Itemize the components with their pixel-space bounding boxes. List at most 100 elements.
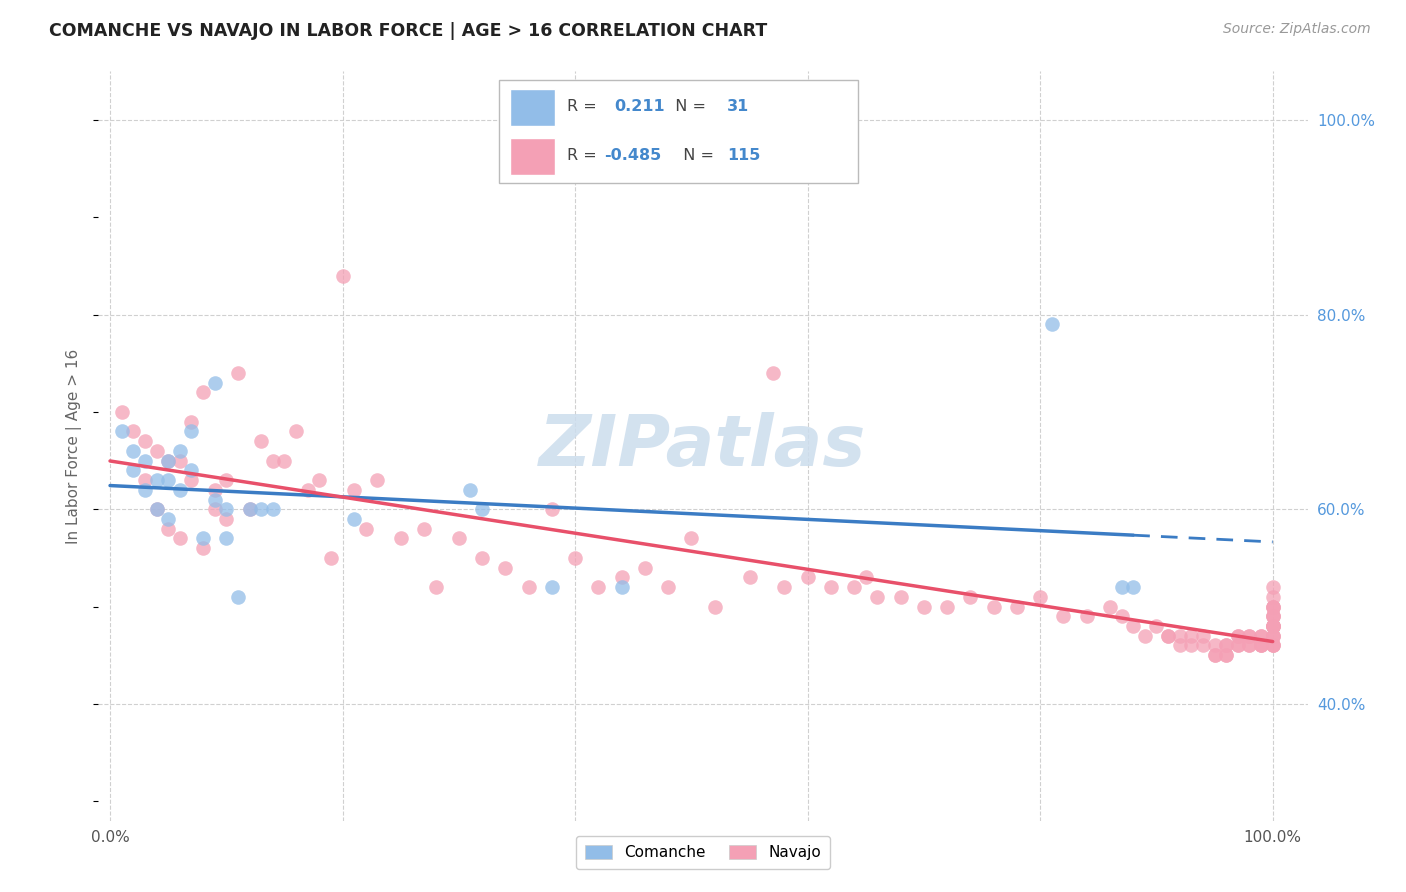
Point [134,453,156,467]
Point [1157,629,1180,643]
Point [226,590,249,604]
Point [169,443,191,458]
Point [215,532,238,546]
Point [471,502,494,516]
Point [1215,648,1237,663]
Text: Source: ZipAtlas.com: Source: ZipAtlas.com [1223,22,1371,37]
Point [471,550,494,565]
Point [1052,609,1074,624]
Point [191,541,214,556]
Text: 115: 115 [727,148,761,163]
Point [610,570,633,584]
Text: 0.211: 0.211 [614,99,665,114]
Point [890,590,912,604]
Point [1168,629,1191,643]
Point [215,473,238,487]
Point [1261,629,1284,643]
Point [1122,619,1144,633]
Point [157,453,180,467]
Point [332,268,354,283]
Point [936,599,959,614]
Point [588,580,610,594]
Point [297,483,319,497]
Point [111,405,134,419]
Point [1029,590,1052,604]
Point [273,453,295,467]
Point [1261,580,1284,594]
Point [180,425,202,439]
Point [564,550,586,565]
Point [319,550,342,565]
Point [226,366,249,380]
Point [1215,648,1237,663]
Text: COMANCHE VS NAVAJO IN LABOR FORCE | AGE > 16 CORRELATION CHART: COMANCHE VS NAVAJO IN LABOR FORCE | AGE … [49,22,768,40]
Text: N =: N = [665,99,716,114]
Point [1111,580,1133,594]
Point [1204,648,1226,663]
Point [1168,639,1191,653]
Point [983,599,1005,614]
Point [762,366,785,380]
Point [855,570,877,584]
Point [1239,629,1261,643]
Point [1239,629,1261,643]
Point [912,599,935,614]
Text: -0.485: -0.485 [605,148,662,163]
Point [204,502,226,516]
Point [1180,639,1202,653]
Point [1250,639,1272,653]
Point [169,532,191,546]
Point [157,453,180,467]
Point [1215,639,1237,653]
Point [308,473,330,487]
Point [413,522,436,536]
Point [866,590,889,604]
Point [1192,639,1215,653]
Point [169,453,191,467]
Point [1144,619,1167,633]
Point [145,473,167,487]
Point [703,599,725,614]
Point [157,522,180,536]
Point [262,453,284,467]
Point [773,580,796,594]
Point [517,580,540,594]
Point [180,473,202,487]
Point [204,483,226,497]
Point [1226,629,1249,643]
Point [1226,629,1249,643]
Point [460,483,482,497]
Text: N =: N = [673,148,720,163]
Point [540,502,562,516]
Point [738,570,761,584]
Point [820,580,842,594]
Point [122,425,145,439]
Point [204,492,226,507]
Point [959,590,981,604]
Y-axis label: In Labor Force | Age > 16: In Labor Force | Age > 16 [66,349,83,543]
Point [157,473,180,487]
Point [1261,599,1284,614]
Point [134,434,156,449]
Point [1192,629,1215,643]
Point [1111,609,1133,624]
Point [343,483,366,497]
Point [1261,619,1284,633]
Point [343,512,366,526]
Point [180,463,202,477]
Point [1250,639,1272,653]
Point [1239,639,1261,653]
Point [1261,609,1284,624]
Point [1005,599,1028,614]
Point [1098,599,1121,614]
Point [204,376,226,390]
Point [494,560,516,574]
Point [157,512,180,526]
Point [1122,580,1144,594]
Point [1076,609,1098,624]
Point [1204,648,1226,663]
Text: R =: R = [567,148,602,163]
Point [389,532,412,546]
Point [1157,629,1180,643]
Text: ZIPatlas: ZIPatlas [540,411,866,481]
